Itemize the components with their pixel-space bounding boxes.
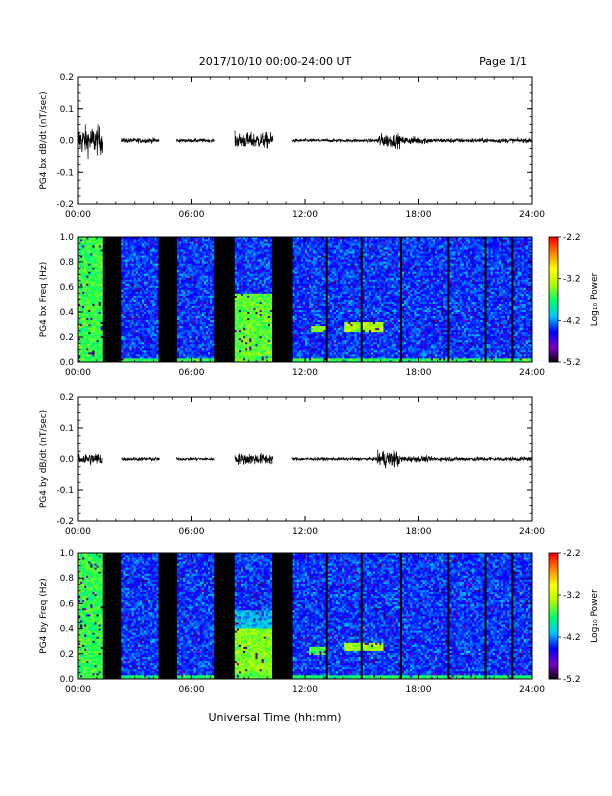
y-axis-label: PG4 bx dB/dt (nT/sec) xyxy=(39,91,49,189)
y-tick-label--0-1: -0.1 xyxy=(56,168,74,178)
x-axis-label: Universal Time (hh:mm) xyxy=(209,711,342,724)
y-tick-label--0-2: -0.2 xyxy=(56,200,74,210)
date-range-title: 2017/10/10 00:00-24:00 UT xyxy=(199,55,352,68)
x-tick-label-24-00: 24:00 xyxy=(519,210,545,220)
y-tick-label-0-1: 0.1 xyxy=(60,105,74,115)
y-tick-label-0-0: 0.0 xyxy=(60,137,75,147)
plots-group: 00:00 06:00 12:00 18:00 24:00 0.2 0.1 0.0 -0.1 -0… xyxy=(39,73,600,695)
signal-trace-segment-3 xyxy=(176,138,214,143)
timeseries-panel-1: 00:00 06:00 12:00 18:00 24:00 0.2 0.1 0.0 -0.1 -0… xyxy=(39,73,545,220)
signal-trace-segment-4 xyxy=(235,130,273,148)
x-tick-label-00-00: 00:00 xyxy=(65,210,91,220)
x-tick-label-12-00: 12:00 xyxy=(292,210,318,220)
signal-trace-segment-2 xyxy=(122,137,160,143)
signal-trace-segment-5 xyxy=(292,133,532,149)
page-number: Page 1/1 xyxy=(479,55,527,68)
x-tick-label-06-00: 06:00 xyxy=(179,210,205,220)
signal-trace-segment-1 xyxy=(78,124,103,159)
x-tick-label-18-00: 18:00 xyxy=(406,210,432,220)
y-tick-label-0-2: 0.2 xyxy=(60,73,74,83)
